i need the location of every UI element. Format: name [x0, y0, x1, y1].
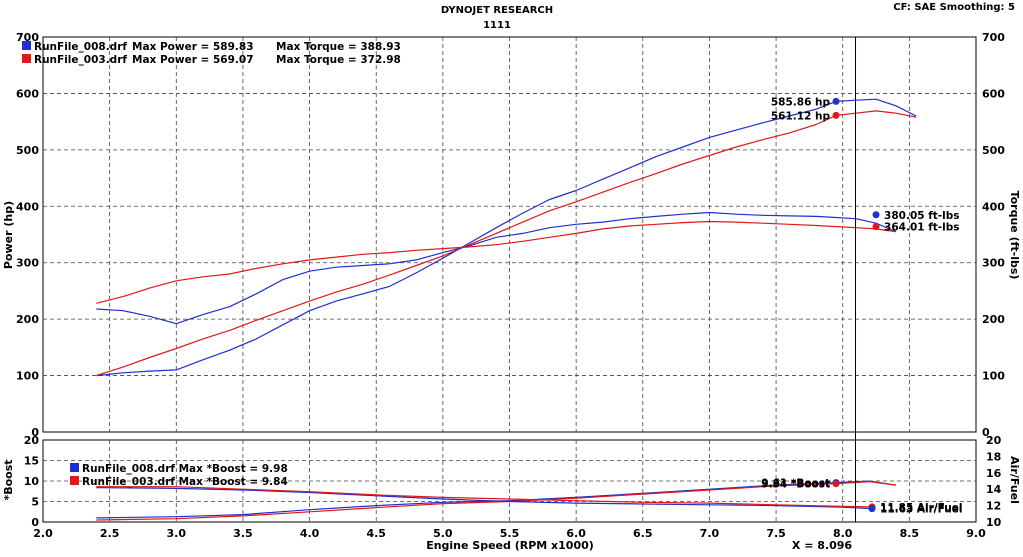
- annotation-label: 364.01 ft-lbs: [884, 222, 959, 234]
- legend-max-torque-run-003: Max Torque = 372.98: [276, 54, 401, 66]
- annotation-label: 9.34 *Boost: [761, 479, 830, 491]
- y2-tick-label-torque: 300: [982, 257, 1005, 270]
- y2-tick-label-air-fuel: 18: [986, 450, 1001, 463]
- y-tick-label-power: 0: [31, 426, 39, 439]
- x-tick-label: 9.0: [966, 527, 986, 540]
- settings-label: CF: SAE Smoothing: 5: [893, 2, 1015, 13]
- x-tick-label: 4.5: [366, 527, 386, 540]
- x-tick-label: 3.5: [233, 527, 253, 540]
- y-tick-label-power: 600: [16, 87, 39, 100]
- y-tick-label-power: 300: [16, 257, 39, 270]
- series-power-runfile-008-drf: [96, 98, 917, 377]
- annotation-marker: [872, 223, 880, 231]
- y-tick-label-power: 400: [16, 200, 39, 213]
- y-tick-label-power: 700: [16, 31, 39, 44]
- y-tick-label-boost: 10: [24, 475, 40, 488]
- y-tick-label-power: 100: [16, 370, 39, 383]
- annotation-label: 11.85 Air/Fuel: [880, 502, 962, 514]
- cursor-readout: X = 8.096: [792, 539, 852, 552]
- series-air_fuel-runfile-003-drf: [96, 486, 873, 508]
- y2-tick-label-torque: 100: [982, 370, 1005, 383]
- legend-swatch-boost-run-003: [70, 476, 79, 485]
- annotation-marker: [872, 211, 880, 219]
- y-tick-label-boost: 20: [24, 434, 40, 447]
- x-tick-label: 6.0: [566, 527, 586, 540]
- y-tick-label-power: 500: [16, 144, 39, 157]
- legend-boost-run-003: RunFile_003.drf Max *Boost = 9.84: [82, 476, 288, 488]
- y-tick-label-boost: 5: [31, 496, 39, 509]
- x-tick-label: 8.5: [900, 527, 920, 540]
- annotation-label: 9.61 *Boost: [761, 478, 830, 490]
- y2-tick-label-air-fuel: 20: [986, 434, 1002, 447]
- x-tick-label: 6.5: [633, 527, 653, 540]
- x-tick-label: 7.0: [700, 527, 720, 540]
- x-tick-label: 8.0: [833, 527, 853, 540]
- y2-tick-label-torque: 500: [982, 144, 1005, 157]
- series-air_fuel-runfile-008-drf: [96, 487, 873, 510]
- y-tick-label-power: 200: [16, 313, 39, 326]
- annotation-marker: [832, 480, 840, 488]
- x-tick-label: 5.0: [433, 527, 453, 540]
- y2-tick-label-air-fuel: 12: [986, 500, 1001, 513]
- annotation-label: 561.12 hp: [771, 110, 831, 122]
- annotation-label: 11.63 Air/Fuel: [880, 504, 962, 516]
- legend-max-power-run-008: Max Power = 589.83: [132, 41, 254, 53]
- legend-file-run-008: RunFile_008.drf: [34, 41, 127, 53]
- legend-max-torque-run-008: Max Torque = 388.93: [276, 41, 401, 53]
- legend-file-run-003: RunFile_003.drf: [34, 54, 127, 66]
- chart-subtitle: 1111: [483, 20, 511, 31]
- annotation-marker: [868, 505, 876, 513]
- x-tick-label: 3.0: [167, 527, 187, 540]
- series-layer: [96, 98, 917, 521]
- x-tick-label: 7.5: [766, 527, 786, 540]
- y2-tick-label-air-fuel: 10: [986, 516, 1002, 529]
- y2-tick-label-torque: 600: [982, 87, 1005, 100]
- y2-axis-title-air-fuel: Air/Fuel: [1008, 456, 1021, 504]
- annotation-label: 380.05 ft-lbs: [884, 210, 959, 222]
- x-tick-label: 2.5: [100, 527, 120, 540]
- x-tick-label: 2.0: [33, 527, 53, 540]
- legend-swatch-run-008: [22, 41, 31, 50]
- series-torque-runfile-008-drf: [96, 211, 897, 325]
- series-torque-runfile-003-drf: [96, 220, 897, 304]
- legend-boost-run-008: RunFile_008.drf Max *Boost = 9.98: [82, 463, 288, 475]
- y-tick-label-boost: 0: [31, 516, 39, 529]
- y-axis-title-boost: *Boost: [2, 459, 15, 500]
- y2-tick-label-torque: 0: [982, 426, 990, 439]
- y2-tick-label-air-fuel: 14: [986, 483, 1002, 496]
- x-axis-title: Engine Speed (RPM x1000): [426, 539, 594, 552]
- legend-swatch-boost-run-008: [70, 463, 79, 472]
- legend-swatch-run-003: [22, 54, 31, 63]
- axis-ticks: 2.0 2.5 3.0 3.5 4.0 4.5 5.0 5.5 6.0 6.5 7.0 7.5 8.0 8…: [16, 31, 1005, 540]
- y2-tick-label-torque: 700: [982, 31, 1005, 44]
- y2-tick-label-torque: 200: [982, 313, 1005, 326]
- x-tick-label: 4.0: [300, 527, 320, 540]
- annotation-marker: [832, 97, 840, 105]
- y2-axis-title-torque: Torque (ft-lbs): [1008, 191, 1021, 280]
- series-boost-runfile-008-drf: [96, 480, 897, 519]
- x-tick-label: 5.5: [500, 527, 520, 540]
- y2-tick-label-air-fuel: 16: [986, 467, 1002, 480]
- annotation-marker: [832, 111, 840, 119]
- y2-tick-label-torque: 400: [982, 200, 1005, 213]
- bottom-grid: [43, 440, 976, 522]
- series-power-runfile-003-drf: [96, 110, 917, 377]
- annotation-label: 585.86 hp: [771, 96, 831, 108]
- y-tick-label-boost: 15: [24, 455, 39, 468]
- top-grid: [43, 37, 976, 432]
- legend-max-power-run-003: Max Power = 569.07: [132, 54, 254, 66]
- chart-title: DYNOJET RESEARCH: [441, 5, 553, 16]
- y-axis-title-power: Power (hp): [2, 201, 15, 269]
